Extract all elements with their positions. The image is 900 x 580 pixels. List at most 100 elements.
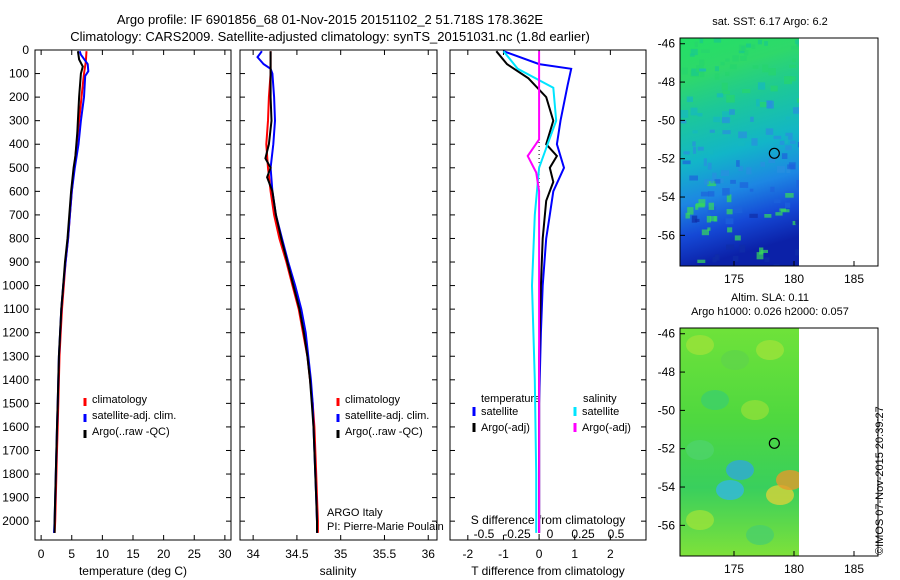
- sla-blob: [686, 510, 714, 530]
- sst-cell: [760, 249, 768, 253]
- sst-cell: [708, 202, 714, 210]
- sst-cell: [722, 111, 731, 118]
- sst-cell: [742, 134, 752, 141]
- sst-cell: [691, 215, 698, 223]
- x-tick-label: 34.5: [285, 547, 309, 561]
- sst-cell: [785, 193, 794, 198]
- sst-cell: [781, 153, 788, 159]
- sla-blob: [686, 335, 714, 355]
- sst-cell: [742, 89, 751, 94]
- sst-cell: [692, 141, 696, 147]
- series-line-climatology: [53, 51, 88, 533]
- sla-blob: [766, 485, 794, 505]
- map-y-tick-label: -54: [658, 480, 676, 494]
- y-tick-label: 1400: [2, 373, 29, 387]
- annotation-argo-italy: ARGO Italy: [327, 507, 383, 519]
- legend-title-temperature: temperature: [481, 393, 540, 405]
- sla-map-frame: [679, 327, 879, 557]
- x-tick-label: 1: [571, 547, 578, 561]
- sst-cell: [736, 160, 740, 167]
- sst-map-panel: sat. SST: 6.17 Argo: 6.2: [679, 16, 879, 267]
- salinity-panel: [239, 49, 438, 541]
- sst-cell: [757, 82, 766, 90]
- salinity-legend: climatology satellite-adj. clim. Argo(..…: [327, 394, 444, 533]
- sst-cell: [785, 145, 792, 151]
- series-line-s-satellite: [502, 50, 558, 533]
- sla-blob: [701, 390, 729, 410]
- series-line-argo-raw-qc-: [53, 51, 84, 533]
- sst-cell: [738, 44, 747, 52]
- sst-cell: [697, 146, 704, 151]
- sst-cell: [793, 112, 799, 118]
- sst-cell: [787, 164, 795, 170]
- sst-cell: [714, 73, 720, 80]
- sst-cell: [714, 254, 719, 260]
- series-line-s-argo-adj-: [526, 51, 541, 533]
- x-tick-label: 0: [536, 547, 543, 561]
- sst-cell: [764, 41, 768, 46]
- sst-map-frame: [679, 37, 879, 267]
- x-tick-label: 30: [218, 547, 232, 561]
- sst-cell: [714, 66, 719, 72]
- sst-cell: [680, 110, 689, 118]
- sla-blob: [741, 400, 769, 420]
- x-tick-label: 5: [68, 547, 75, 561]
- series-line-t-satellite: [503, 50, 573, 533]
- legend-label-satellite: satellite-adj. clim.: [92, 410, 176, 422]
- sst-cell: [709, 129, 715, 133]
- argo-position-marker: [768, 437, 780, 449]
- sst-cell: [727, 227, 733, 233]
- map-y-tick-label: -56: [658, 518, 676, 532]
- x-tick-label: 35: [334, 547, 348, 561]
- salinity-axes-frame: [239, 49, 438, 541]
- sst-cell: [792, 58, 796, 63]
- sst-cell: [784, 136, 789, 144]
- sst-cell: [749, 188, 754, 192]
- s-tick-label: 0: [547, 527, 554, 541]
- difference-xlabel-top: S difference from climatology: [471, 513, 626, 527]
- sst-cell: [707, 181, 717, 187]
- sst-cell: [740, 55, 747, 61]
- sst-cell: [689, 53, 695, 57]
- sst-cell: [733, 206, 743, 214]
- salinity-xlabel: salinity: [320, 564, 357, 578]
- sst-cell: [708, 191, 715, 197]
- s-tick-label: -0.25: [503, 527, 531, 541]
- sst-cell: [725, 218, 734, 225]
- sst-cell: [698, 199, 706, 207]
- temperature-xlabel: temperature (deg C): [79, 564, 187, 578]
- map-y-tick-label: -46: [658, 327, 676, 341]
- sla-map-title-1: Altim. SLA: 0.11: [731, 292, 809, 304]
- x-tick-label: 0: [38, 547, 45, 561]
- series-line-satellite-adj-clim-: [256, 50, 318, 533]
- sst-cell: [790, 45, 799, 50]
- sst-cell: [686, 96, 693, 103]
- sla-blob: [686, 440, 714, 460]
- sla-map-title-2: Argo h1000: 0.026 h2000: 0.057: [691, 306, 849, 318]
- sst-cell: [729, 64, 737, 70]
- sst-cell: [690, 48, 698, 56]
- sst-cell: [797, 188, 799, 192]
- sst-cell: [797, 98, 799, 103]
- sst-cell: [786, 167, 791, 173]
- sst-cell: [770, 186, 775, 193]
- sst-cell: [785, 132, 793, 140]
- map-x-tick-label: 175: [724, 272, 744, 286]
- legend-label-satellite: satellite-adj. clim.: [345, 410, 429, 422]
- sst-cell: [765, 128, 774, 135]
- x-tick-label: 10: [96, 547, 110, 561]
- y-tick-label: 1900: [2, 491, 29, 505]
- sst-cell: [721, 82, 728, 91]
- sst-cell: [770, 85, 778, 92]
- sst-cell: [689, 175, 698, 181]
- y-tick-label: 200: [9, 90, 29, 104]
- y-tick-label: 900: [9, 255, 29, 269]
- legend-label-s-satellite: satellite: [582, 406, 619, 418]
- x-tick-label: 25: [188, 547, 202, 561]
- sst-cell: [789, 76, 796, 82]
- sst-cell: [756, 99, 760, 107]
- sst-cell: [699, 71, 705, 78]
- sst-cell: [797, 142, 799, 148]
- x-tick-label: -2: [462, 547, 473, 561]
- sst-cell: [757, 39, 762, 45]
